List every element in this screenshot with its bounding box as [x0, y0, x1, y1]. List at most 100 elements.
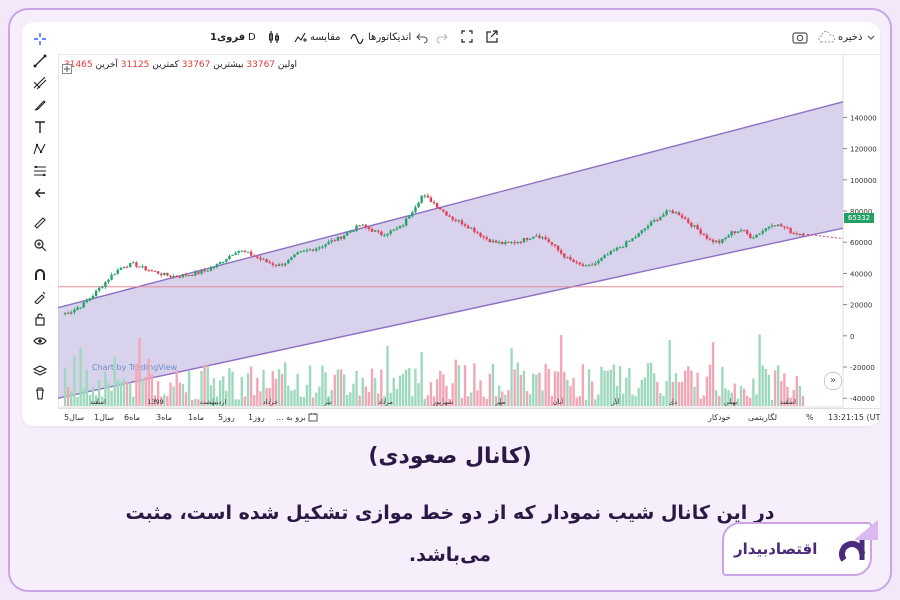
candle-body [240, 250, 244, 252]
volume-bar [553, 371, 557, 406]
text-icon[interactable] [29, 118, 51, 136]
volume-bar [107, 383, 110, 406]
volume-bar [773, 370, 777, 406]
snapshot-icon[interactable] [792, 30, 808, 46]
interval-button[interactable]: D [248, 32, 256, 43]
magnet-icon[interactable] [29, 266, 51, 284]
y-tick-label: 140000 [850, 114, 877, 122]
candle-body [253, 255, 256, 257]
range-5y[interactable]: 5سال [64, 413, 85, 422]
chevron-down-icon[interactable] [866, 30, 876, 46]
save-button[interactable]: ذخیره [838, 32, 863, 43]
indicators-button[interactable]: اندیکاتورها [368, 32, 412, 43]
candle-body [423, 195, 426, 197]
candle-body [181, 274, 185, 278]
volume-bar [330, 389, 333, 406]
crosshair-icon[interactable] [29, 30, 51, 48]
candle-body [280, 264, 284, 266]
ohlc-legend: اولین 33767 بیشترین 33767 کمترین 31125 آ… [64, 60, 297, 70]
range-6m[interactable]: 6ماه [124, 413, 141, 422]
volume-bar [367, 391, 371, 406]
candle-body [265, 259, 268, 263]
calendar-icon[interactable] [308, 412, 318, 426]
volume-bar [395, 388, 399, 406]
compare-button[interactable]: مقایسه [310, 32, 341, 43]
undo-icon[interactable] [416, 30, 428, 46]
redo-icon[interactable] [436, 30, 448, 46]
percent-scale-button[interactable]: % [806, 413, 814, 422]
range-1y[interactable]: 1سال [94, 413, 115, 422]
candle-body [448, 215, 451, 217]
pattern-icon[interactable] [29, 140, 51, 158]
candle-body [256, 256, 259, 258]
volume-bar [637, 388, 640, 406]
goto-date[interactable]: برو به ... [276, 413, 306, 422]
collapse-legend-icon[interactable] [62, 59, 72, 78]
candle-body [770, 225, 774, 227]
range-1m[interactable]: 1ماه [188, 413, 205, 422]
price-chart[interactable]: Chart by TradingView 140000 120000 100000 80… [58, 54, 880, 408]
candle-body [373, 230, 377, 232]
measure-fib-icon[interactable] [29, 162, 51, 180]
candle-body [380, 231, 383, 236]
volume-bar [411, 396, 414, 406]
range-5d[interactable]: 5روز [218, 413, 235, 422]
volume-bar [299, 396, 302, 406]
fullscreen-icon[interactable] [461, 30, 473, 46]
candle-body [476, 231, 479, 233]
auto-scale-button[interactable]: خودکار [708, 413, 731, 422]
back-arrow-icon[interactable] [29, 184, 51, 202]
candle-body [144, 266, 147, 271]
candle-body [330, 240, 333, 242]
volume-bar [801, 395, 805, 406]
log-scale-button[interactable]: لگاریتمی [748, 413, 778, 422]
candle-body [132, 262, 135, 264]
candle-body [262, 259, 265, 261]
channel-fill [58, 101, 843, 399]
brush-icon[interactable] [29, 96, 51, 114]
volume-bar [525, 391, 529, 406]
compare-icon[interactable] [293, 30, 307, 46]
candle-body [218, 262, 222, 265]
volume-bar [590, 381, 594, 406]
volume-bar [110, 390, 113, 406]
volume-bar [457, 365, 461, 406]
trend-line-icon[interactable] [29, 52, 51, 70]
pitchfork-icon[interactable] [29, 74, 51, 92]
symbol-search[interactable]: فروی1 [210, 32, 246, 43]
candle-body [488, 239, 492, 243]
ruler-icon[interactable] [29, 214, 51, 232]
candle-body [271, 263, 275, 265]
lock-drawing-icon[interactable] [29, 288, 51, 306]
candle-body [91, 295, 95, 299]
unlock-icon[interactable] [29, 310, 51, 328]
popout-icon[interactable] [486, 30, 498, 46]
volume-bar [575, 397, 578, 406]
y-tick-label: -20000 [850, 364, 875, 372]
candle-body [637, 233, 640, 237]
volume-bar [513, 369, 516, 406]
candle-body [70, 312, 73, 314]
range-3m[interactable]: 3ماه [156, 413, 173, 422]
range-1d[interactable]: 1روز [248, 413, 265, 422]
volume-bar [94, 395, 98, 406]
scroll-right-button[interactable]: » [824, 372, 842, 390]
layers-icon[interactable] [29, 362, 51, 380]
volume-bar [423, 398, 426, 406]
eye-icon[interactable] [29, 332, 51, 350]
trash-icon[interactable] [29, 384, 51, 402]
candle-body [612, 250, 616, 252]
volume-bar [631, 394, 634, 406]
volume-bar [429, 382, 433, 406]
candle-body [187, 274, 191, 276]
candle-body [659, 216, 662, 221]
x-tick-label: دی [669, 398, 677, 406]
candle-body [107, 279, 110, 282]
volume-bar [634, 395, 637, 406]
bar-style-icon[interactable] [268, 30, 280, 46]
zoom-in-icon[interactable] [29, 236, 51, 254]
indicators-icon[interactable] [350, 30, 364, 46]
volume-bar [690, 370, 693, 406]
candle-body [594, 263, 597, 266]
candle-body [215, 264, 219, 268]
